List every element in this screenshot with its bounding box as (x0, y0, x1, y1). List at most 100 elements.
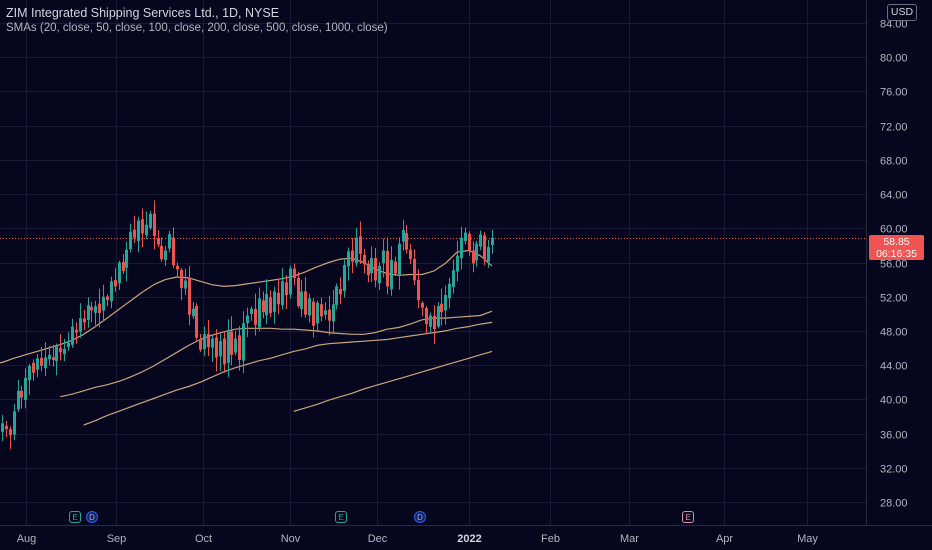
candle-body (106, 296, 109, 301)
candle-body (125, 249, 128, 268)
candle-body (359, 236, 362, 254)
candle-body (285, 282, 288, 295)
candle-body (13, 411, 16, 435)
y-tick-label: 72.00 (880, 122, 908, 134)
candle-body (52, 357, 55, 360)
candles (1, 200, 494, 449)
earnings-future-icon[interactable]: E (682, 511, 694, 523)
candle-body (168, 234, 171, 249)
candle-body (75, 329, 78, 333)
last-price-value: 58.85 (883, 236, 910, 248)
candle-body (219, 341, 222, 357)
x-tick-label: Mar (620, 533, 639, 545)
candle-body (114, 280, 117, 287)
candle-body (188, 277, 191, 315)
candle-body (452, 270, 455, 287)
candle-body (289, 268, 292, 295)
candle-body (199, 339, 202, 350)
candle-body (304, 291, 307, 315)
candle-body (335, 286, 338, 305)
candle-body (456, 255, 459, 272)
candle-body (129, 231, 132, 250)
candle-body (363, 255, 366, 265)
candle-body (238, 335, 241, 360)
grid-lines (0, 0, 932, 526)
candle-body (258, 298, 261, 328)
candle-body (417, 279, 420, 301)
candle-body (444, 294, 447, 311)
candle-body (172, 237, 175, 266)
candle-body (254, 308, 257, 325)
chart-legend: ZIM Integrated Shipping Services Ltd., 1… (6, 6, 388, 36)
candle-body (472, 250, 475, 264)
candle-body (370, 258, 373, 274)
x-tick-label: Sep (107, 533, 127, 545)
candle-body (160, 246, 163, 260)
candle-body (405, 233, 408, 250)
candle-body (483, 235, 486, 260)
candle-body (40, 357, 43, 366)
y-tick-label: 80.00 (880, 53, 908, 65)
time-scale[interactable]: Aug Sep Oct Nov Dec 2022 Feb Mar Apr May (17, 533, 819, 545)
x-tick-label: Oct (195, 533, 212, 545)
last-price-label: 58.85 06:16:35 (869, 235, 924, 260)
candle-body (223, 338, 226, 365)
candle-body (425, 308, 428, 325)
currency-button[interactable]: USD (887, 4, 917, 21)
candle-body (316, 302, 319, 324)
candle-body (36, 358, 39, 370)
candle-body (20, 390, 23, 398)
x-tick-label: May (797, 533, 818, 545)
candle-body (145, 224, 148, 236)
candle-body (184, 280, 187, 289)
candle-body (5, 425, 8, 430)
candle-body (83, 318, 86, 323)
candle-body (487, 247, 490, 262)
candle-body (300, 291, 303, 310)
candle-body (440, 303, 443, 313)
candle-body (343, 265, 346, 291)
y-tick-label: 48.00 (880, 327, 908, 339)
candle-body (332, 304, 335, 322)
candle-body (269, 297, 272, 313)
candle-body (211, 338, 214, 348)
candle-body (102, 296, 105, 311)
x-tick-label: Nov (281, 533, 301, 545)
y-tick-label: 84.00 (880, 19, 908, 31)
candle-body (242, 323, 245, 361)
candle-body (347, 251, 350, 267)
candle-body (468, 233, 471, 251)
candle-body (433, 315, 436, 330)
price-scale[interactable]: 84.00 80.00 76.00 72.00 68.00 64.00 60.00 56.00… (880, 19, 908, 510)
dividend-icon[interactable]: D (86, 511, 98, 523)
candle-body (437, 306, 440, 327)
dividend-icon[interactable]: D (414, 511, 426, 523)
earnings-icon[interactable]: E (335, 511, 347, 523)
candle-body (227, 331, 230, 363)
symbol-title[interactable]: ZIM Integrated Shipping Services Ltd., 1… (6, 6, 280, 20)
candle-body (55, 346, 58, 362)
candle-body (448, 283, 451, 299)
earnings-icon[interactable]: E (69, 511, 81, 523)
candle-body (133, 229, 136, 238)
candle-body (351, 250, 354, 262)
candle-body (67, 342, 70, 348)
candle-body (215, 337, 218, 358)
candle-body (48, 354, 51, 360)
candle-body (79, 318, 82, 332)
candle-body (28, 365, 31, 381)
sma-study-label[interactable]: SMAs (20, close, 50, close, 100, close, … (6, 22, 388, 34)
sma-line-2 (60, 310, 493, 398)
candle-body (390, 259, 393, 290)
y-tick-label: 60.00 (880, 224, 908, 236)
candle-body (394, 261, 397, 274)
candle-body (90, 306, 93, 311)
candle-body (153, 213, 156, 236)
y-tick-label: 52.00 (880, 293, 908, 305)
candle-body (262, 300, 265, 313)
candle-body (94, 306, 97, 313)
candle-body (277, 292, 280, 305)
x-tick-label: Dec (368, 533, 388, 545)
